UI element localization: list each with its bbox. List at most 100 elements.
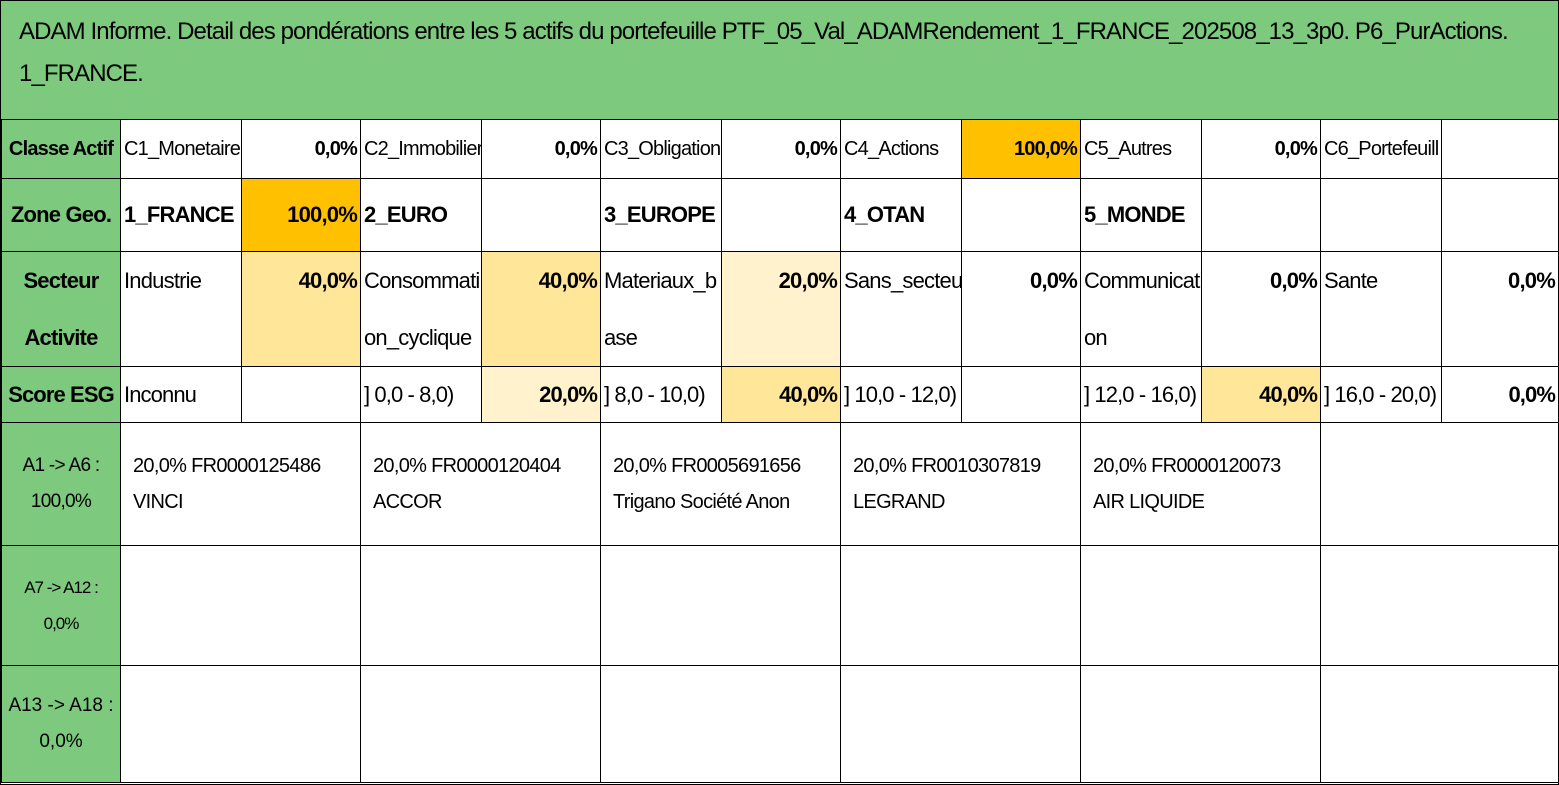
asset-cell-4: 20,0% FR0010307819 LEGRAND <box>840 422 1081 546</box>
esg-label-6: ] 16,0 - 20,0) <box>1320 366 1442 423</box>
asset-cell-14 <box>360 665 601 783</box>
asset-cell-3: 20,0% FR0005691656 Trigano Société Anon <box>600 422 841 546</box>
secteur-value-4: 0,0% <box>961 251 1081 367</box>
zone-value-3 <box>721 178 841 252</box>
zone-label-1: 1_FRANCE <box>120 178 242 252</box>
classe-label-c4: C4_Actions <box>840 119 962 179</box>
secteur-label-2: Consommati on_cyclique <box>360 251 482 367</box>
asset-5-weight-isin: 20,0% FR0000120073 <box>1093 455 1281 477</box>
asset-3-name: Trigano Société Anon <box>613 491 790 513</box>
secteur-value-5: 0,0% <box>1201 251 1321 367</box>
asset-cell-16 <box>840 665 1081 783</box>
classe-label-c6: C6_Portefeuill <box>1320 119 1442 179</box>
report-title-line1: ADAM Informe. Detail des pondérations en… <box>19 18 1509 45</box>
secteur-label-5-line2: on <box>1084 325 1108 350</box>
secteur-activite-header: Secteur Activite <box>1 251 121 367</box>
row-score-esg: Score ESG Inconnu ] 0,0 - 8,0) 20,0% ] 8… <box>1 366 1558 423</box>
asset-cell-7 <box>120 545 361 666</box>
asset-cell-9 <box>600 545 841 666</box>
assets-a1-a6-header-line1: A1 -> A6 : <box>22 455 101 476</box>
assets-a1-a6-header-line2: 100,0% <box>30 491 92 512</box>
classe-value-c6 <box>1441 119 1558 179</box>
asset-cell-1: 20,0% FR0000125486 VINCI <box>120 422 361 546</box>
zone-geo-header: Zone Geo. <box>1 178 121 252</box>
secteur-label-2-line2: on_cyclique <box>364 325 472 350</box>
secteur-label-4: Sans_secteur <box>840 251 962 367</box>
esg-value-5: 40,0% <box>1201 366 1321 423</box>
classe-value-c1: 0,0% <box>241 119 361 179</box>
secteur-value-3: 20,0% <box>721 251 841 367</box>
esg-value-4 <box>961 366 1081 423</box>
report-title: ADAM Informe. Detail des pondérations en… <box>1 1 1558 119</box>
zone-value-2 <box>481 178 601 252</box>
zone-value-5 <box>1201 178 1321 252</box>
row-assets-a13-a18: A13 -> A18 : 0,0% <box>1 665 1558 783</box>
asset-cell-17 <box>1080 665 1321 783</box>
asset-cell-2: 20,0% FR0000120404 ACCOR <box>360 422 601 546</box>
allocation-table: Classe Actif C1_Monetaire 0,0% C2_Immobi… <box>1 119 1558 783</box>
secteur-header-line2: Activite <box>24 325 98 350</box>
secteur-label-6: Sante <box>1320 251 1442 367</box>
secteur-label-2-line1: Consommati <box>364 268 480 293</box>
zone-value-4 <box>961 178 1081 252</box>
asset-cell-6 <box>1320 422 1558 546</box>
classe-label-c2: C2_Immobilier <box>360 119 482 179</box>
secteur-value-1: 40,0% <box>241 251 361 367</box>
assets-a1-a6-header: A1 -> A6 : 100,0% <box>1 422 121 546</box>
asset-3-weight-isin: 20,0% FR0005691656 <box>613 455 801 477</box>
asset-cell-12 <box>1320 545 1558 666</box>
esg-label-3: ] 8,0 - 10,0) <box>600 366 722 423</box>
zone-value-1: 100,0% <box>241 178 361 252</box>
secteur-label-3-line1: Materiaux_b <box>604 268 717 293</box>
asset-cell-10 <box>840 545 1081 666</box>
secteur-value-6: 0,0% <box>1441 251 1558 367</box>
classe-label-c3: C3_Obligations <box>600 119 722 179</box>
esg-value-3: 40,0% <box>721 366 841 423</box>
esg-label-4: ] 10,0 - 12,0) <box>840 366 962 423</box>
row-assets-a7-a12: A7 -> A12 : 0,0% <box>1 545 1558 666</box>
classe-actif-header: Classe Actif <box>1 119 121 179</box>
asset-cell-8 <box>360 545 601 666</box>
esg-value-6: 0,0% <box>1441 366 1558 423</box>
zone-label-4: 4_OTAN <box>840 178 962 252</box>
secteur-header-line1: Secteur <box>23 268 99 293</box>
assets-a13-a18-header: A13 -> A18 : 0,0% <box>1 665 121 783</box>
asset-1-weight-isin: 20,0% FR0000125486 <box>133 455 321 477</box>
esg-label-1: Inconnu <box>120 366 242 423</box>
row-secteur-activite: Secteur Activite Industrie 40,0% Consomm… <box>1 251 1558 367</box>
classe-value-c3: 0,0% <box>721 119 841 179</box>
classe-value-c4: 100,0% <box>961 119 1081 179</box>
asset-2-name: ACCOR <box>373 491 442 513</box>
secteur-label-1-line1: Industrie <box>124 268 202 293</box>
secteur-label-1: Industrie <box>120 251 242 367</box>
zone-value-6 <box>1441 178 1558 252</box>
secteur-label-6-line1: Sante <box>1324 268 1378 293</box>
classe-value-c5: 0,0% <box>1201 119 1321 179</box>
asset-cell-13 <box>120 665 361 783</box>
secteur-label-3-line2: ase <box>604 325 638 350</box>
secteur-label-5-line1: Communicati <box>1084 268 1202 293</box>
asset-4-name: LEGRAND <box>853 491 945 513</box>
zone-label-2: 2_EURO <box>360 178 482 252</box>
classe-label-c5: C5_Autres <box>1080 119 1202 179</box>
report-title-line2: 1_FRANCE. <box>19 60 144 87</box>
row-classe-actif: Classe Actif C1_Monetaire 0,0% C2_Immobi… <box>1 119 1558 179</box>
asset-cell-15 <box>600 665 841 783</box>
asset-cell-11 <box>1080 545 1321 666</box>
esg-label-2: ] 0,0 - 8,0) <box>360 366 482 423</box>
assets-a13-a18-header-line2: 0,0% <box>39 731 83 752</box>
asset-1-name: VINCI <box>133 491 184 513</box>
zone-label-5: 5_MONDE <box>1080 178 1202 252</box>
esg-label-5: ] 12,0 - 16,0) <box>1080 366 1202 423</box>
asset-5-name: AIR LIQUIDE <box>1093 491 1205 513</box>
zone-label-6 <box>1320 178 1442 252</box>
zone-label-3: 3_EUROPE <box>600 178 722 252</box>
classe-label-c1: C1_Monetaire <box>120 119 242 179</box>
esg-value-1 <box>241 366 361 423</box>
asset-cell-18 <box>1320 665 1558 783</box>
secteur-label-5: Communicati on <box>1080 251 1202 367</box>
esg-value-2: 20,0% <box>481 366 601 423</box>
score-esg-header: Score ESG <box>1 366 121 423</box>
assets-a7-a12-header: A7 -> A12 : 0,0% <box>1 545 121 666</box>
